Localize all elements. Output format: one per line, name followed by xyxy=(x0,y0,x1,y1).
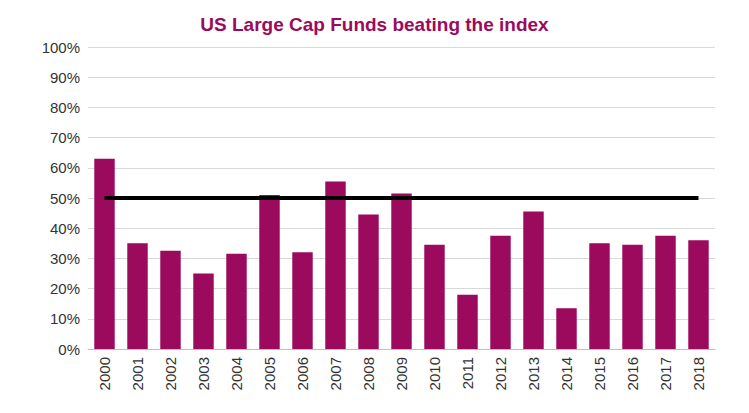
svg-text:2000: 2000 xyxy=(96,357,113,390)
svg-text:2008: 2008 xyxy=(360,357,377,390)
svg-text:US Large Cap Funds beating the: US Large Cap Funds beating the index xyxy=(200,14,549,35)
svg-text:2001: 2001 xyxy=(129,357,146,390)
svg-text:10%: 10% xyxy=(50,310,80,327)
svg-text:70%: 70% xyxy=(50,129,80,146)
svg-text:60%: 60% xyxy=(50,159,80,176)
svg-text:2018: 2018 xyxy=(690,357,707,390)
svg-text:40%: 40% xyxy=(50,220,80,237)
svg-text:2006: 2006 xyxy=(294,357,311,390)
svg-text:2010: 2010 xyxy=(426,357,443,390)
svg-text:90%: 90% xyxy=(50,69,80,86)
svg-text:30%: 30% xyxy=(50,250,80,267)
svg-text:2014: 2014 xyxy=(558,357,575,390)
svg-text:2016: 2016 xyxy=(624,357,641,390)
svg-text:2005: 2005 xyxy=(261,357,278,390)
svg-text:50%: 50% xyxy=(50,190,80,207)
svg-text:2009: 2009 xyxy=(393,357,410,390)
svg-text:20%: 20% xyxy=(50,280,80,297)
svg-text:0%: 0% xyxy=(58,341,80,358)
svg-text:100%: 100% xyxy=(42,39,80,56)
svg-text:2002: 2002 xyxy=(162,357,179,390)
svg-text:2007: 2007 xyxy=(327,357,344,390)
svg-text:2012: 2012 xyxy=(492,357,509,390)
svg-text:80%: 80% xyxy=(50,99,80,116)
svg-text:2003: 2003 xyxy=(195,357,212,390)
svg-text:2015: 2015 xyxy=(591,357,608,390)
svg-text:2004: 2004 xyxy=(228,357,245,390)
svg-text:2011: 2011 xyxy=(459,357,476,389)
svg-text:2017: 2017 xyxy=(657,357,674,390)
svg-text:2013: 2013 xyxy=(525,357,542,390)
